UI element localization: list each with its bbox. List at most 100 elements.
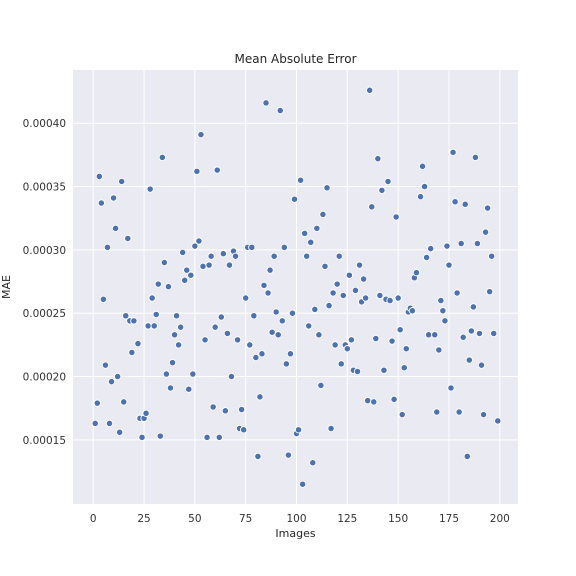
point [321, 262, 329, 271]
y-tick-label: 0.00015 [23, 435, 66, 447]
point [152, 310, 160, 319]
point [254, 452, 262, 461]
point [333, 280, 341, 288]
point [422, 253, 431, 262]
point [179, 248, 187, 257]
point [359, 275, 368, 283]
point [286, 350, 295, 358]
point [453, 289, 461, 297]
point [176, 323, 185, 331]
point [205, 261, 213, 269]
point [130, 317, 138, 325]
point [372, 334, 380, 343]
y-tick-label: 0.00035 [23, 182, 66, 194]
point [99, 295, 108, 303]
point [490, 329, 498, 338]
point [396, 326, 404, 334]
point [479, 410, 488, 419]
point [268, 328, 276, 336]
point [327, 424, 335, 433]
point [101, 361, 110, 369]
y-tick-label: 0.00040 [23, 118, 66, 130]
point [435, 346, 443, 354]
point [311, 305, 319, 314]
point [309, 459, 317, 467]
point [252, 353, 260, 362]
point [256, 393, 264, 401]
point [319, 210, 327, 219]
point [207, 252, 215, 260]
x-tick-label: 175 [439, 513, 459, 525]
point [242, 294, 250, 302]
point [331, 341, 339, 349]
point [189, 370, 197, 378]
x-tick-label: 100 [286, 513, 306, 525]
point [303, 252, 311, 260]
point [412, 269, 421, 277]
x-axis-label: Images [275, 527, 315, 540]
point [315, 331, 323, 339]
point [276, 106, 284, 115]
point [465, 356, 473, 364]
point [339, 291, 347, 300]
point [481, 228, 490, 236]
point [168, 358, 177, 367]
point [457, 239, 465, 248]
point [248, 243, 256, 251]
point [197, 130, 205, 139]
point [290, 195, 299, 203]
point [469, 303, 478, 311]
point [437, 296, 445, 305]
point [400, 364, 408, 372]
point [227, 372, 236, 381]
point [91, 419, 99, 428]
point [187, 271, 195, 279]
point [116, 428, 124, 436]
x-tick-label: 0 [90, 513, 97, 525]
point [388, 337, 396, 345]
point [260, 281, 268, 290]
point [447, 384, 455, 392]
point [158, 153, 166, 162]
marks [91, 86, 502, 488]
point [337, 360, 345, 368]
point [402, 345, 410, 353]
point [144, 322, 152, 330]
point [95, 172, 103, 181]
point [270, 252, 278, 260]
point [335, 252, 343, 260]
point [191, 242, 199, 250]
point [488, 252, 496, 260]
point [378, 186, 386, 194]
point [343, 345, 351, 353]
point [353, 367, 362, 376]
x-tick-label: 25 [137, 513, 150, 525]
point [459, 333, 467, 341]
point [305, 322, 313, 330]
point [154, 280, 162, 288]
point [172, 312, 181, 320]
point [374, 155, 382, 163]
point [262, 99, 270, 107]
point [494, 417, 502, 425]
point [420, 182, 429, 191]
y-tick-label: 0.00030 [23, 245, 66, 257]
point [237, 405, 246, 414]
point [475, 329, 484, 338]
point [288, 309, 297, 317]
y-tick-label: 0.00025 [23, 308, 66, 320]
y-tick-label: 0.00020 [23, 372, 66, 384]
point [280, 243, 288, 251]
point [258, 350, 266, 358]
grid [73, 70, 518, 504]
point [120, 398, 128, 406]
point [233, 336, 242, 344]
point [364, 396, 372, 405]
point [107, 377, 116, 386]
point [394, 294, 402, 302]
point [246, 341, 254, 349]
point [215, 433, 223, 442]
point [441, 317, 449, 325]
point [433, 408, 441, 416]
